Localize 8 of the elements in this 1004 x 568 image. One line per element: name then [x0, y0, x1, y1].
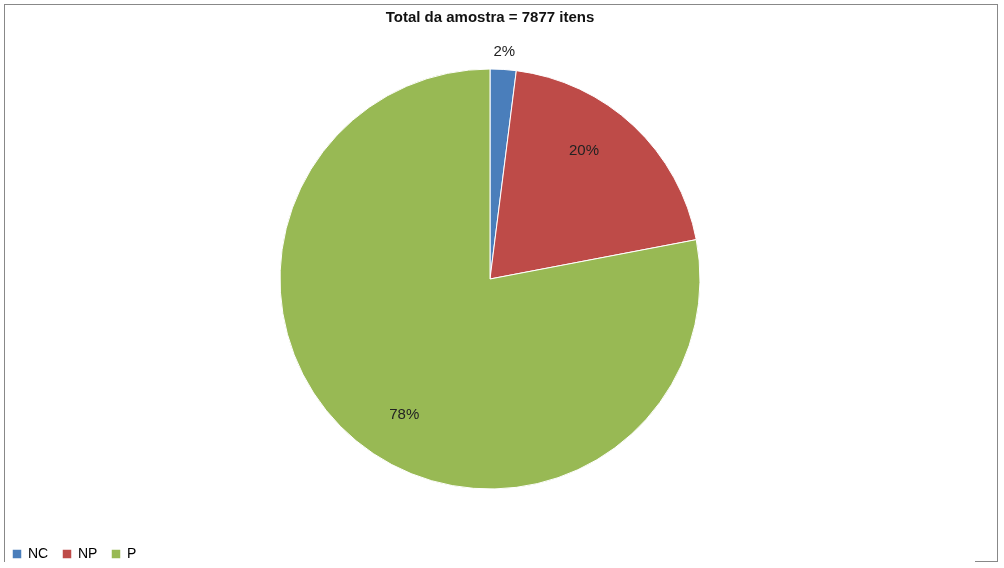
data-label: 78% — [389, 405, 420, 423]
data-label: 20% — [569, 140, 600, 158]
chart-title: Total da amostra = 7877 itens — [385, 8, 595, 25]
data-label: 2% — [493, 42, 516, 60]
legend-label: NP — [78, 545, 98, 561]
pie-slice — [279, 68, 701, 490]
legend-label: P — [127, 545, 137, 561]
legend-label: NC — [28, 545, 49, 561]
